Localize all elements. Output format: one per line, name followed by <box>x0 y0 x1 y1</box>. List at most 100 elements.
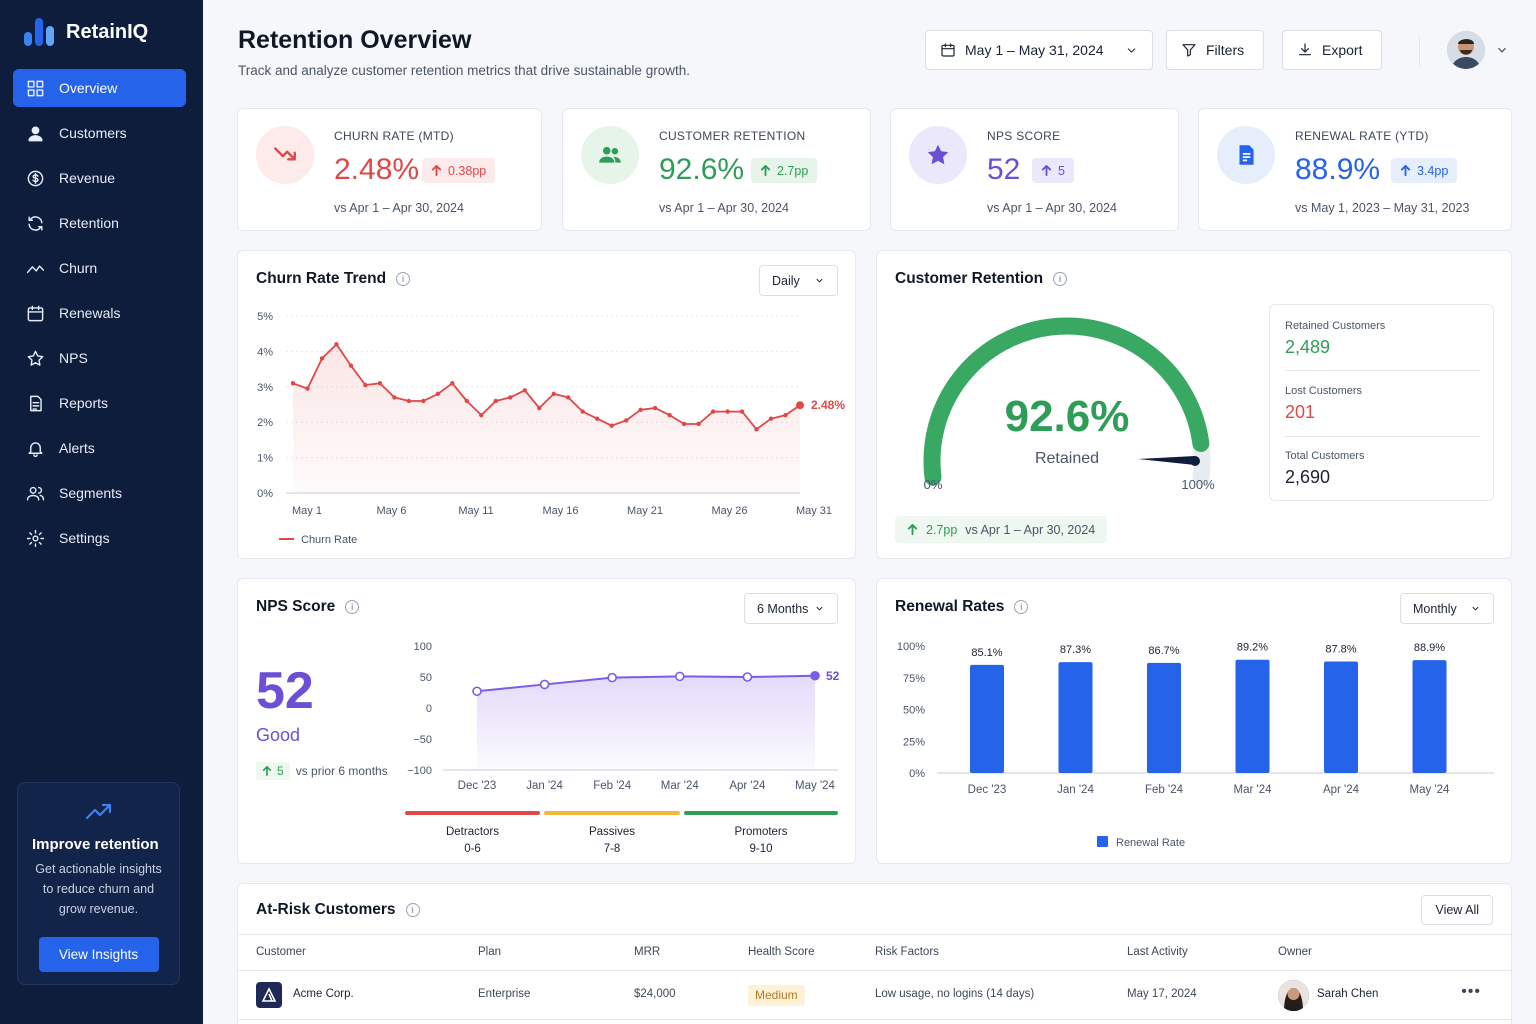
churn-data-point <box>348 363 354 368</box>
sidebar-item-nps[interactable]: NPS <box>13 339 186 377</box>
column-header[interactable]: Customer <box>256 946 306 958</box>
info-icon[interactable]: i <box>1014 600 1029 614</box>
end-value-label: 2.48% <box>811 398 845 412</box>
bell-icon <box>25 438 45 458</box>
view-insights-button[interactable]: View Insights <box>38 937 159 972</box>
sidebar-item-settings[interactable]: Settings <box>13 519 186 557</box>
y-tick-label: 50 <box>420 672 432 684</box>
x-tick-label: Dec '23 <box>458 780 497 792</box>
churn-data-point <box>725 409 730 414</box>
promo-card: Improve retention Get actionable insight… <box>17 782 180 985</box>
arrow-up-icon <box>907 524 918 535</box>
column-header[interactable]: MRR <box>634 946 661 958</box>
arrow-up-icon <box>1041 165 1052 176</box>
column-header[interactable]: Plan <box>478 946 502 958</box>
sidebar-item-alerts[interactable]: Alerts <box>13 429 186 467</box>
nps-period-select[interactable]: 6 Months <box>744 593 838 624</box>
sidebar-item-label: Overview <box>59 80 118 96</box>
column-header[interactable]: Risk Factors <box>875 946 939 958</box>
sidebar-item-churn[interactable]: Churn <box>13 249 186 287</box>
kpi-card-churn: CHURN RATE (MTD) 2.48% 0.38pp vs Apr 1 –… <box>237 108 542 231</box>
info-icon[interactable]: i <box>405 903 420 917</box>
table-row[interactable]: Acme Corp. Enterprise $24,000 Medium Low… <box>238 971 1511 1020</box>
churn-period-select[interactable]: Daily <box>759 265 838 296</box>
kpi-value: 88.9% <box>1295 153 1381 186</box>
table-header: Customer Plan MRR Health Score Risk Fact… <box>238 934 1511 971</box>
sidebar-item-revenue[interactable]: Revenue <box>13 159 186 197</box>
sidebar-item-overview[interactable]: Overview <box>13 69 186 107</box>
filters-button[interactable]: Filters <box>1166 30 1264 70</box>
renewal-period-select[interactable]: Monthly <box>1400 593 1494 624</box>
nps-data-point <box>472 686 482 697</box>
stat-value: 2,489 <box>1285 337 1331 357</box>
panel-title-text: NPS Score <box>256 598 336 615</box>
churn-data-point <box>305 386 310 391</box>
churn-data-point <box>508 395 513 400</box>
chevron-down-icon <box>816 278 823 283</box>
churn-data-point <box>464 398 470 404</box>
column-header[interactable]: Owner <box>1278 946 1312 958</box>
retention-stats-box: Retained Customers 2,489 Lost Customers … <box>1269 304 1494 501</box>
page-subtitle: Track and analyze customer retention met… <box>238 63 690 78</box>
more-options-icon[interactable]: ••• <box>1461 983 1481 1000</box>
cell-customer[interactable]: Acme Corp. <box>293 988 354 1000</box>
panel-title-text: Churn Rate Trend <box>256 270 387 287</box>
promo-text-line: Get actionable insights <box>35 862 162 876</box>
panel-title: Renewal Rates i <box>895 598 1029 616</box>
sidebar-item-segments[interactable]: Segments <box>13 474 186 512</box>
panel-title-text: At-Risk Customers <box>256 901 396 918</box>
nps-panel: NPS Score i 6 Months 52 Good 5 vs prior … <box>237 578 856 864</box>
info-icon[interactable]: i <box>1053 272 1068 286</box>
cell-plan: Enterprise <box>478 988 531 1000</box>
column-header[interactable]: Health Score <box>748 946 815 958</box>
churn-data-point <box>609 423 614 428</box>
kpi-delta-badge: 3.4pp <box>1391 158 1458 183</box>
panel-title-text: Customer Retention <box>895 270 1044 287</box>
end-value-label: 52 <box>826 669 840 683</box>
sidebar-item-renewals[interactable]: Renewals <box>13 294 186 332</box>
sidebar-item-label: Reports <box>59 395 109 411</box>
renewal-bar <box>970 664 1004 773</box>
app-logo[interactable]: RetainIQ <box>24 18 148 46</box>
sidebar-item-customers[interactable]: Customers <box>13 114 186 152</box>
sidebar-item-retention[interactable]: Retention <box>13 204 186 242</box>
date-range-picker[interactable]: May 1 – May 31, 2024 <box>925 30 1153 70</box>
y-tick-label: 2% <box>257 417 273 429</box>
nps-band-name: Promoters <box>734 826 787 838</box>
retention-gauge: 92.6% Retained 0% 100% <box>923 317 1215 492</box>
export-button[interactable]: Export <box>1282 30 1382 70</box>
owner-avatar <box>1278 980 1309 1011</box>
info-icon[interactable]: i <box>345 600 360 614</box>
logo-bars-icon <box>24 18 54 46</box>
y-tick-label: 5% <box>257 311 273 323</box>
filters-label: Filters <box>1206 42 1245 58</box>
nps-line-chart: 100 50 0 −50 −100 52 Dec '23 Jan '24 Feb '24 Mar … <box>405 641 840 855</box>
churn-data-point <box>796 401 804 410</box>
kpi-delta-badge: 2.7pp <box>751 158 818 183</box>
churn-data-point <box>551 391 556 397</box>
column-header[interactable]: Last Activity <box>1127 946 1188 958</box>
churn-data-point <box>522 388 527 393</box>
churn-data-point <box>363 382 368 388</box>
stat-label: Total Customers <box>1285 450 1365 462</box>
chevron-down-icon[interactable] <box>1495 43 1509 57</box>
x-tick-label: Dec '23 <box>968 784 1007 796</box>
sidebar: RetainIQ Overview Customers Revenue Rete… <box>0 0 203 1024</box>
renewal-rates-panel: Renewal Rates i Monthly 100% 75% 50% 25% 0% 8… <box>876 578 1512 864</box>
info-icon[interactable]: i <box>396 272 411 286</box>
refresh-icon <box>25 213 45 233</box>
kpi-compare: vs Apr 1 – Apr 30, 2024 <box>334 201 464 215</box>
sidebar-item-reports[interactable]: Reports <box>13 384 186 422</box>
view-all-button[interactable]: View All <box>1421 895 1493 925</box>
select-value: 6 Months <box>757 601 809 616</box>
kpi-delta-value: 0.38pp <box>448 163 487 178</box>
arrow-up-icon <box>431 165 442 176</box>
gauge-value: 92.6% <box>1005 392 1130 441</box>
export-label: Export <box>1322 42 1363 58</box>
app-name: RetainIQ <box>66 20 149 43</box>
nps-band-name: Passives <box>589 826 635 838</box>
grid-icon <box>25 78 45 98</box>
user-avatar[interactable] <box>1447 31 1485 69</box>
x-tick-label: May 31 <box>796 505 832 517</box>
churn-data-point <box>768 416 774 421</box>
